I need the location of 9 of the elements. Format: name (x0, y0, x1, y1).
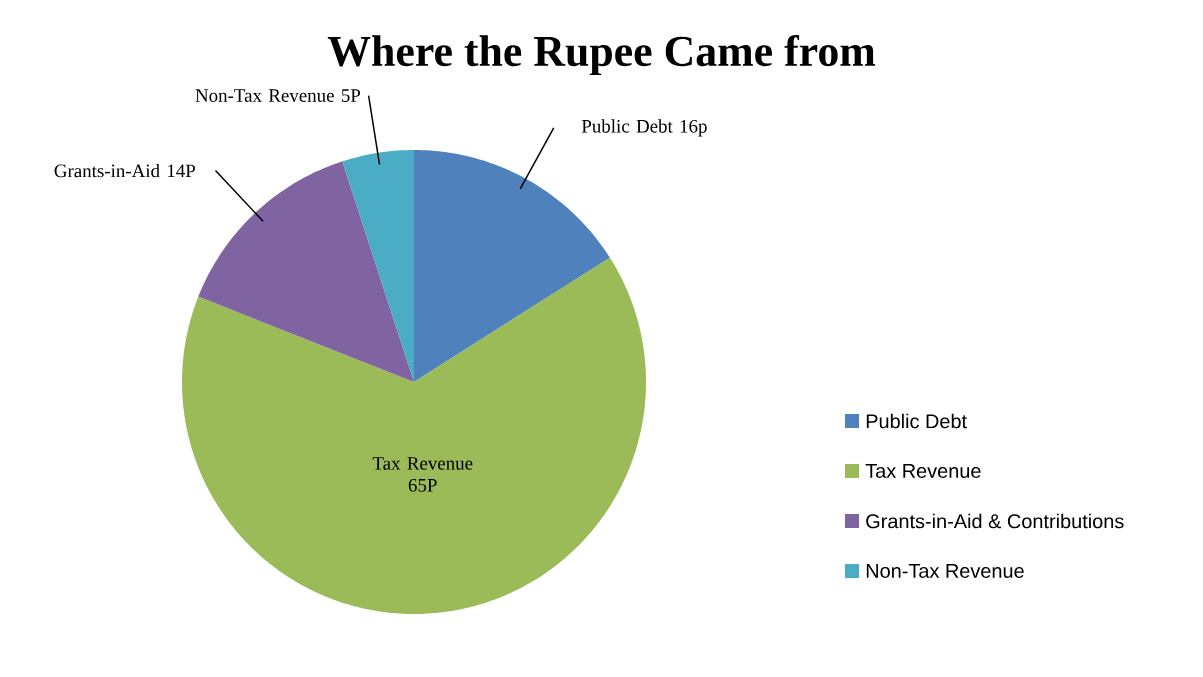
legend-label: Non-Tax Revenue (866, 564, 1024, 578)
data-label: Tax Revenue 65P (372, 457, 473, 492)
legend-label: Tax Revenue (865, 464, 981, 478)
data-label: Grants-in-Aid 14P (54, 163, 196, 178)
legend-label: Grants-in-Aid & Contributions (866, 513, 1124, 529)
data-label: Non-Tax Revenue 5P (195, 89, 361, 102)
data-label: Public Debt 16p (581, 119, 707, 137)
legend-label: Public Debt (866, 413, 967, 429)
chart-title: Where the Rupee Came from (327, 34, 876, 76)
